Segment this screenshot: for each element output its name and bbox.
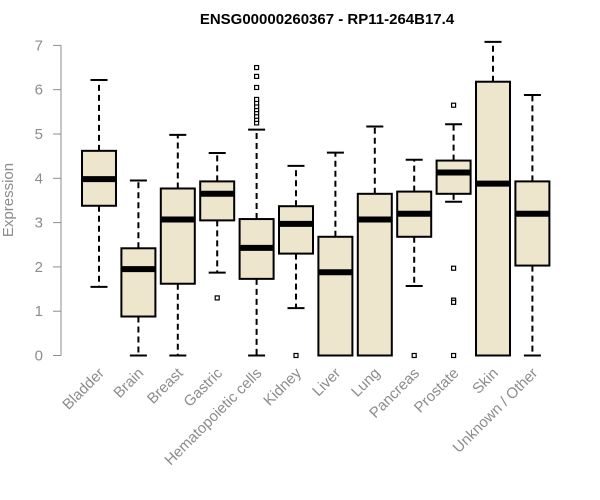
category-label: Lung <box>348 365 384 401</box>
y-tick-label: 1 <box>35 303 43 320</box>
outlier-point <box>254 96 260 103</box>
chart-title: ENSG00000260367 - RP11-264B17.4 <box>200 11 455 28</box>
category-label: Brain <box>110 365 147 402</box>
box-group <box>396 158 433 359</box>
outlier-point <box>214 295 220 301</box>
box <box>159 187 196 285</box>
box-group <box>514 94 551 357</box>
y-tick-label: 3 <box>35 215 43 232</box>
box <box>199 180 236 222</box>
category-label: Liver <box>309 365 344 400</box>
outlier-point <box>451 265 457 271</box>
category-label: Kidney <box>260 364 305 409</box>
box-group <box>356 125 393 357</box>
outlier-point <box>293 352 299 359</box>
plot-area <box>81 40 551 359</box>
box-group <box>435 102 472 359</box>
outlier-point <box>451 352 457 359</box>
box-group <box>159 133 196 357</box>
y-tick-label: 5 <box>35 126 43 143</box>
box <box>278 205 314 255</box>
box <box>120 247 157 318</box>
box-group <box>317 151 354 357</box>
y-tick-label: 2 <box>35 259 43 276</box>
category-label: Bladder <box>59 365 108 414</box>
box-group <box>81 78 117 288</box>
y-axis-label: Expression <box>0 163 17 237</box>
outlier-point <box>451 102 457 108</box>
outlier-point <box>411 352 417 359</box>
category-label: Breast <box>144 364 187 407</box>
outlier-point <box>254 73 260 80</box>
box <box>475 80 511 357</box>
box-group <box>278 164 314 359</box>
box-group <box>238 64 275 357</box>
y-axis: 0 1 2 3 4 5 6 7 <box>35 37 62 365</box>
outlier-point <box>451 299 457 305</box>
box-group <box>120 179 157 357</box>
category-label: Skin <box>469 365 502 398</box>
y-tick-label: 4 <box>35 170 43 187</box>
y-tick-label: 6 <box>35 82 43 99</box>
box-group <box>199 152 236 301</box>
box <box>514 180 551 267</box>
y-tick-label: 0 <box>35 348 43 365</box>
box <box>317 235 354 357</box>
outlier-point <box>254 84 260 91</box>
outlier-point <box>254 64 260 71</box>
box-group <box>475 40 511 357</box>
box <box>435 159 472 195</box>
y-tick-label: 7 <box>35 37 43 54</box>
